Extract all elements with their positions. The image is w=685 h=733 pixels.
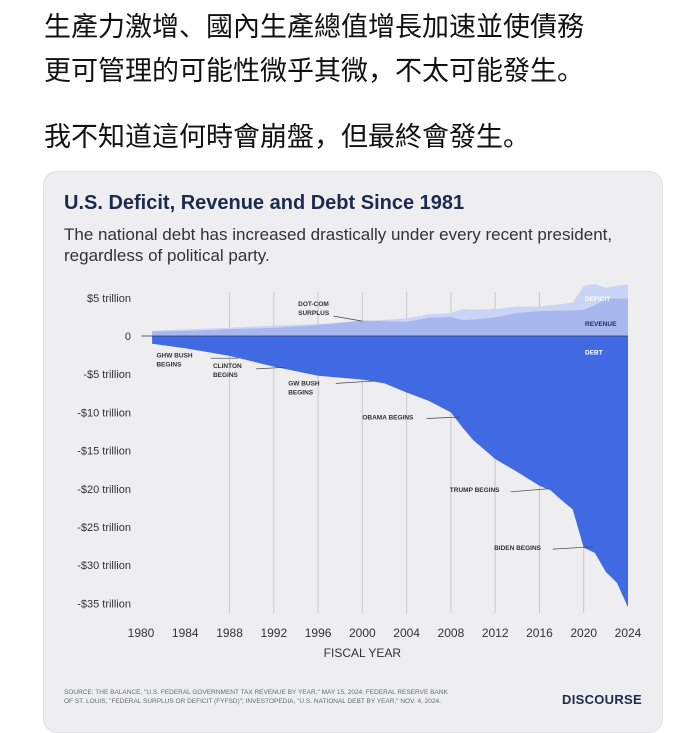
x-tick-label: 2000 [349,626,376,640]
annotation-dotcom-leader [333,315,363,322]
post-text: 生產力激增、國內生產總值增長加速並使債務 更可管理的可能性微乎其微，不太可能發生… [44,6,674,160]
y-tick-label: -$25 trillion [77,522,131,534]
y-tick-label: -$30 trillion [77,560,131,572]
source-line-1: SOURCE: THE BALANCE, "U.S. FEDERAL GOVER… [64,689,448,696]
revenue-label: REVENUE [585,321,617,328]
annotation-biden-leader [552,546,593,550]
x-tick-label: 1980 [128,626,155,640]
x-tick-label: 2004 [393,626,420,640]
annotation-gw-bush: GW BUSH BEGINS [288,381,320,397]
y-tick-label: -$10 trillion [77,407,131,419]
source-note: SOURCE: THE BALANCE, "U.S. FEDERAL GOVER… [64,688,534,706]
post-text-line-2: 更可管理的可能性微乎其微，不太可能發生。 [44,56,584,87]
annotation-ghw-bush: GHW BUSH BEGINS [156,352,192,368]
annotation-clinton-leader [256,366,285,370]
debt-label: DEBT [585,349,603,356]
annotation-clinton: CLINTON BEGINS [213,363,242,379]
y-tick-label: -$15 trillion [77,446,131,458]
annotation-dotcom: DOT-COM SURPLUS [298,301,330,317]
post-text-line-1: 生產力激增、國內生產總值增長加速並使債務 [44,12,584,43]
annotation-biden: BIDEN BEGINS [494,545,542,552]
annotation-obama-leader [426,416,460,419]
annotation-trump-leader [510,488,549,493]
source-line-2: OF ST. LOUIS, "FEDERAL SURPLUS OR DEFICI… [64,698,441,705]
annotation-gw-bush-leader [335,380,374,384]
deficit-label: DEFICIT [585,296,610,303]
chart-plot: $5 trillion 0 -$5 trillion -$10 trillion -$1… [77,283,642,660]
deficit-area [152,283,628,332]
y-tick-label: -$35 trillion [77,598,131,610]
y-tick-label: -$20 trillion [77,484,131,496]
chart-card[interactable]: U.S. Deficit, Revenue and Debt Since 198… [43,171,663,733]
y-tick-label: 0 [125,331,131,343]
annotation-obama: OBAMA BEGINS [362,414,414,421]
y-tick-label: $5 trillion [87,293,131,305]
discourse-logo: DISCOURSE [562,692,642,707]
x-tick-label: 2016 [526,626,553,640]
x-tick-label: 2012 [482,626,509,640]
y-tick-label: -$5 trillion [83,369,131,381]
x-tick-label: 1996 [305,626,332,640]
chart-subtitle: The national debt has increased drastica… [64,225,613,265]
x-tick-label: 1988 [216,626,243,640]
revenue-area [152,298,628,337]
chart-title: U.S. Deficit, Revenue and Debt Since 198… [64,192,465,214]
x-axis-title: FISCAL YEAR [324,646,402,660]
x-tick-label: 2024 [615,626,642,640]
x-tick-label: 2020 [570,626,597,640]
x-tick-label: 2008 [438,626,465,640]
debt-area [152,336,628,608]
x-tick-label: 1992 [260,626,287,640]
annotation-trump: TRUMP BEGINS [450,487,500,494]
post-text-line-3: 我不知道這何時會崩盤，但最終會發生。 [44,122,530,153]
x-tick-label: 1984 [172,626,199,640]
